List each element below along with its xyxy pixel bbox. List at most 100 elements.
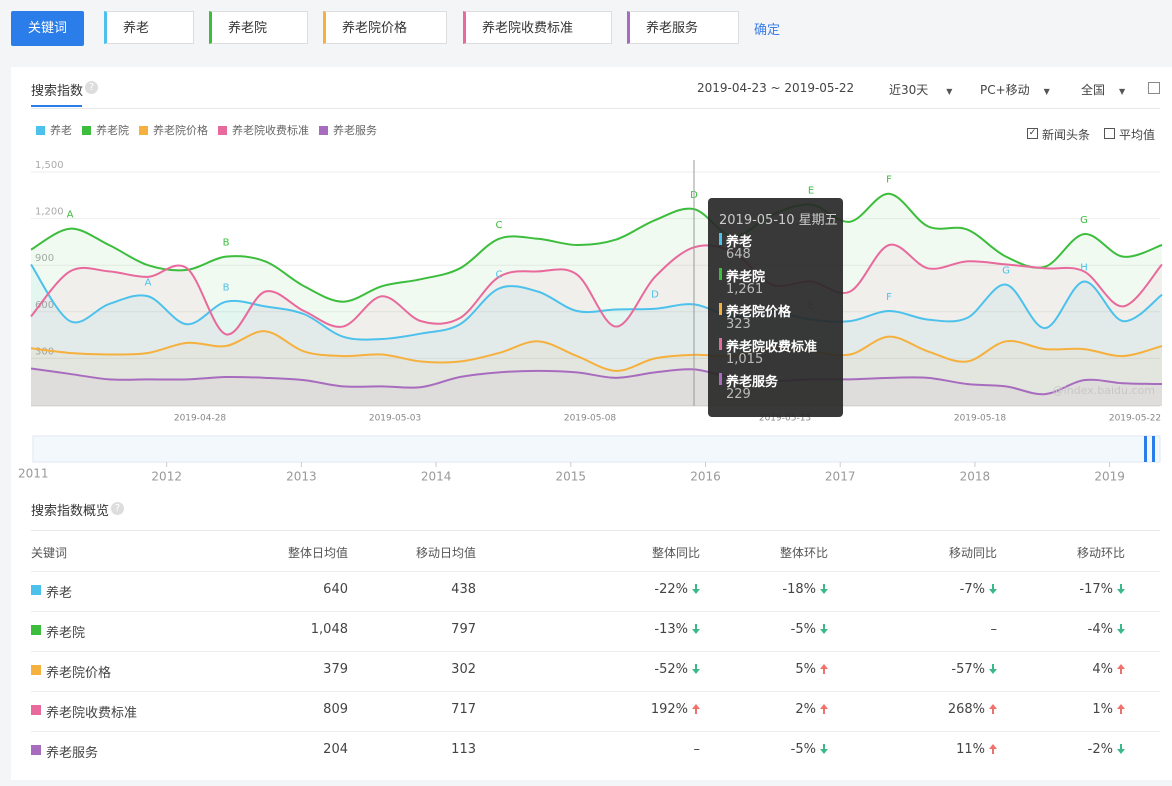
help-icon[interactable]: ? (111, 502, 124, 515)
trend-arrow-down (692, 624, 700, 634)
table-header: 移动日均值 (415, 546, 476, 560)
help-icon[interactable]: ? (85, 81, 98, 94)
table-cell: -5% (688, 742, 828, 757)
keyword: 养老院价格 (46, 666, 112, 681)
table-cell: 204 (208, 742, 348, 757)
news-marker: B (223, 283, 230, 294)
arrow-shape (820, 704, 828, 714)
keyword-swatch (31, 585, 41, 595)
trend-arrow-down (820, 584, 828, 594)
table-cell: – (857, 622, 998, 637)
trend-arrow-down (1117, 624, 1125, 634)
tooltip-value: 1,015 (726, 352, 764, 367)
timeline-year: 2015 (556, 470, 587, 484)
table-cell: 797 (336, 622, 476, 637)
keyword-tab[interactable]: 养老 (104, 11, 194, 44)
keyword-tab[interactable]: 养老院价格 (323, 11, 447, 44)
arrow-shape (820, 744, 828, 754)
legend-label: 养老院价格 (153, 123, 208, 137)
active-tab[interactable]: 关键词 (11, 11, 84, 46)
cell-value: 1,048 (310, 622, 348, 637)
x-tick-label: 2019-05-18 (954, 414, 1007, 424)
checkbox-label[interactable]: 平均值 (1119, 128, 1156, 142)
cell-value: -18% (782, 582, 816, 597)
table-cell: 717 (336, 702, 476, 717)
dropdown-arrow: ▼ (1043, 87, 1050, 96)
table-cell: -4% (985, 622, 1125, 637)
area-fill (31, 264, 1162, 406)
x-tick-label: 2019-04-28 (174, 414, 227, 424)
tooltip-value: 323 (726, 317, 751, 332)
news-marker: C (496, 270, 503, 281)
region-select[interactable]: 全国 ▼ (1081, 81, 1125, 98)
keyword-tab[interactable]: 养老服务 (627, 11, 739, 44)
table-cell: 379 (208, 662, 348, 677)
table-cell: -22% (560, 582, 700, 597)
y-tick-label: 900 (35, 253, 54, 264)
checkbox-label[interactable]: 新闻头条 (1042, 128, 1091, 142)
series-line (30, 330, 1163, 372)
area-fill (31, 244, 1162, 406)
device-select[interactable]: PC+移动 ▼ (980, 81, 1050, 98)
cell-value: -22% (654, 582, 688, 597)
trend-arrow-down (820, 744, 828, 754)
row-divider (31, 731, 1160, 732)
table-header: 整体日均值 (287, 546, 348, 560)
period-select[interactable]: 近30天 ▼ (889, 81, 952, 98)
keyword-tab[interactable]: 养老院 (209, 11, 308, 44)
trend-arrow-down (989, 664, 997, 674)
cell-value: 438 (451, 582, 476, 597)
cell-value: 113 (451, 742, 476, 757)
news-marker: F (886, 292, 892, 303)
date-range[interactable]: 2019-04-23 ~ 2019-05-22 (697, 81, 855, 95)
cell-value: 797 (451, 622, 476, 637)
table-cell: 2% (688, 702, 828, 717)
tooltip-swatch (719, 303, 722, 315)
card (11, 67, 1172, 780)
table-cell: 302 (336, 662, 476, 677)
cell-value: 2% (795, 702, 816, 717)
cell-value: 379 (323, 662, 348, 677)
news-marker: C (496, 220, 503, 231)
timeline-handle[interactable] (1152, 436, 1155, 462)
arrow-shape (692, 664, 700, 674)
legend-swatch (82, 126, 91, 135)
tooltip-value: 648 (726, 247, 751, 262)
cell-value: 4% (1092, 662, 1113, 677)
checkbox[interactable]: ✓ (1027, 128, 1038, 139)
trend-arrow-down (989, 584, 997, 594)
table-cell: 192% (560, 702, 700, 717)
timeline-handle[interactable] (1144, 436, 1147, 462)
news-marker: E (808, 186, 814, 197)
cell-value: 717 (451, 702, 476, 717)
news-marker: H (1080, 263, 1088, 274)
table-cell: 268% (857, 702, 997, 717)
cell-value: -17% (1079, 582, 1113, 597)
arrow-shape (989, 704, 997, 714)
cell-value: -57% (951, 662, 985, 677)
dropdown-arrow: ▼ (1119, 87, 1126, 96)
cell-value: -5% (790, 742, 816, 757)
keyword-tab[interactable]: 养老院收费标准 (463, 11, 612, 44)
tooltip-name: 养老院 (726, 270, 766, 285)
tooltip-name: 养老服务 (726, 375, 779, 390)
table-cell: -18% (688, 582, 828, 597)
tooltip-swatch (719, 338, 722, 350)
table-header: 关键词 (31, 546, 68, 560)
series-line (30, 192, 1163, 303)
y-tick-label: 1,500 (35, 160, 64, 171)
arrow-shape (989, 744, 997, 754)
cell-value: 5% (795, 662, 816, 677)
confirm-button[interactable]: 确定 (754, 23, 781, 38)
checkbox[interactable] (1104, 128, 1115, 139)
trend-arrow-down (1117, 584, 1125, 594)
cell-value: -5% (790, 622, 816, 637)
news-marker: A (67, 210, 74, 221)
keyword-swatch (31, 665, 41, 675)
tooltip-name: 养老院价格 (726, 305, 792, 320)
table-header: 整体同比 (651, 546, 700, 560)
table-cell: 5% (688, 662, 828, 677)
export-icon[interactable] (1148, 82, 1160, 94)
timeline-year: 2011 (18, 467, 49, 481)
